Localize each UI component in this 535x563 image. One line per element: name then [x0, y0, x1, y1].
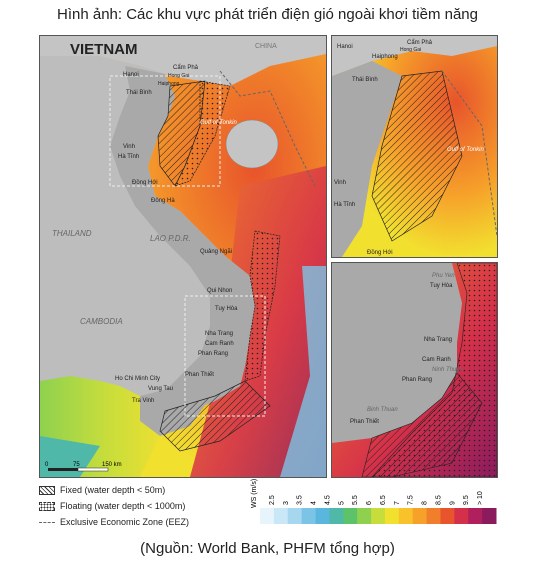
inset-n-gulf: Gulf of Tonkin: [447, 147, 484, 153]
city-tra-vinh: Tra Vinh: [132, 398, 154, 404]
scale-tick-label: 4.5: [324, 495, 331, 505]
inset-south-map: Phu Yen Tuy Hòa Nha Trang Cam Ranh Ninh …: [331, 262, 498, 478]
scale-0: 0: [45, 462, 49, 468]
scale-tick-label: 3.5: [297, 495, 304, 505]
scale-color-cell: [287, 508, 303, 524]
dash-line-icon: [39, 521, 55, 523]
inset-n-hanoi: Hanoi: [337, 44, 353, 50]
inset-s-nha-trang: Nha Trang: [424, 337, 452, 343]
inset-s-phan-rang: Phan Rang: [402, 377, 432, 383]
city-hanoi: Hanoi: [123, 72, 139, 78]
dots-swatch-icon: [39, 501, 55, 511]
scale-color-cell: [315, 508, 330, 524]
scale-color-cell: [329, 508, 344, 524]
scale-tick-label: 7: [394, 501, 401, 505]
scale-color-cell: [260, 508, 275, 524]
legend: Fixed (water depth < 50m) Floating (wate…: [39, 482, 249, 532]
scale-tick-label: 8: [422, 501, 429, 505]
scale-tick-label: 6.5: [380, 495, 387, 505]
city-nha-trang: Nha Trang: [205, 331, 233, 337]
figure-source: (Nguồn: World Bank, PHFM tổng hợp): [140, 540, 395, 557]
city-phan-rang: Phan Rang: [198, 351, 228, 357]
wind-speed-scale: WS (m/s) 2.5 3 3.5 4 4.5 5 5.5 6 6.5 7 7.5 8 8.5 9 9.5…: [248, 478, 498, 528]
city-tuy-hoa: Tuy Hòa: [215, 306, 238, 312]
scale-color-cell: [426, 508, 441, 524]
label-laos: LAO P.D.R.: [150, 234, 191, 243]
inset-s-cam-ranh: Cam Ranh: [422, 357, 451, 363]
city-vung-tau: Vung Tau: [148, 386, 173, 392]
city-dong-ha: Đông Hà: [151, 198, 175, 204]
city-hong-gai: Hong Gai: [168, 73, 189, 79]
scale-tick-label: 9.5: [463, 495, 470, 505]
inset-s-binh-thuan: Binh Thuan: [367, 407, 398, 413]
scale-color-cell: [454, 508, 469, 524]
scale-color-cell: [482, 508, 497, 524]
scale-color-cell: [412, 508, 428, 524]
figure-title: Hình ảnh: Các khu vực phát triển điện gi…: [57, 6, 478, 23]
inset-n-hong-gai: Hong Gai: [400, 47, 421, 53]
city-thai-binh: Thái Bình: [126, 90, 152, 96]
city-vinh: Vinh: [123, 144, 135, 150]
inset-n-cam-pha: Cẩm Phả: [407, 39, 433, 46]
scale-tick-label: 4: [311, 501, 318, 505]
city-quang-ngai: Quảng Ngãi: [200, 249, 232, 255]
scale-tick-label: 9: [449, 501, 456, 505]
scale-color-cell: [343, 508, 358, 524]
scale-tick-label: 7.5: [408, 495, 415, 505]
inset-north-map: Hanoi Cẩm Phả Hong Gai Haiphong Thái Bìn…: [331, 35, 498, 258]
main-map: VIETNAM CHINA THAILAND LAO P.D.R. CAMBOD…: [39, 35, 327, 478]
city-labels: Hanoi Cẩm Phả Hong Gai Haiphong Thái Bìn…: [115, 64, 238, 404]
scale-unit: WS (m/s): [251, 479, 258, 508]
scale-color-cell: [357, 508, 372, 524]
scale-tick-label: 2.5: [269, 495, 276, 505]
label-cambodia: CAMBODIA: [80, 317, 123, 326]
scale-tick-label: 5.5: [352, 495, 359, 505]
city-ha-tinh: Hà Tĩnh: [118, 154, 139, 160]
city-qui-nhon: Qui Nhon: [207, 288, 232, 294]
scale-color-cell: [273, 508, 289, 524]
city-dong-hoi: Đồng Hới: [132, 180, 158, 186]
inset-s-phu-yen: Phu Yen: [432, 273, 455, 279]
inset-n-thai-binh: Thái Bình: [352, 77, 378, 83]
city-haiphong: Haiphong: [158, 81, 180, 87]
label-china: CHINA: [255, 43, 277, 50]
scale-tick-label: 6: [366, 501, 373, 505]
inset-n-dong-hoi: Đồng Hới: [367, 250, 393, 256]
scale-color-cell: [371, 508, 386, 524]
city-cam-pha: Cẩm Phả: [173, 64, 199, 71]
inset-s-tuy-hoa: Tuy Hòa: [430, 283, 453, 289]
city-hcmc: Ho Chi Minh City: [115, 376, 160, 382]
scale-tick-label: > 10: [477, 491, 484, 505]
scale-tick-label: 3: [283, 501, 290, 505]
inset-n-ha-tinh: Hà Tĩnh: [334, 202, 355, 208]
legend-floating: Floating (water depth < 1000m): [39, 500, 185, 512]
scale-color-cell: [440, 508, 455, 524]
city-phan-thiet: Phan Thiết: [185, 372, 214, 378]
inset-n-vinh: Vinh: [334, 180, 346, 186]
legend-eez: Exclusive Economic Zone (EEZ): [39, 516, 189, 528]
city-cam-ranh: Cam Ranh: [205, 341, 234, 347]
scale-color-cell: [398, 508, 414, 524]
map-heading: VIETNAM: [70, 41, 138, 58]
inset-n-haiphong: Haiphong: [372, 54, 398, 60]
hatch-swatch-icon: [39, 485, 55, 495]
label-gulf: Gulf of Tonkin: [200, 120, 237, 126]
legend-fixed: Fixed (water depth < 50m): [39, 484, 165, 496]
scale-tick-label: 8.5: [435, 495, 442, 505]
scale-color-cell: [301, 508, 317, 524]
inset-s-phan-thiet: Phan Thiết: [350, 419, 379, 425]
scale-tick-label: 5: [338, 501, 345, 505]
inset-s-ninh-thuan: Ninh Thuan: [432, 367, 464, 373]
scale-150: 150 km: [102, 462, 122, 468]
scale-color-cell: [468, 508, 483, 524]
scale-75: 75: [73, 462, 80, 468]
scale-color-cell: [384, 508, 400, 524]
label-thailand: THAILAND: [52, 229, 92, 238]
